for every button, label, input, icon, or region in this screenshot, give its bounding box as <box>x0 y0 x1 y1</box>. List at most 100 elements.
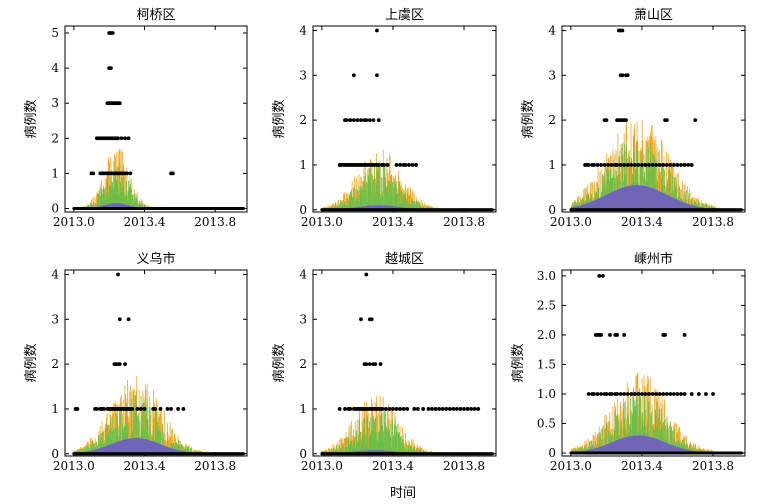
green-bar <box>372 415 374 454</box>
green-bar <box>105 193 107 209</box>
green-bar <box>392 181 393 210</box>
green-bar <box>91 203 92 209</box>
y-tick-label: 2 <box>548 113 556 127</box>
orange-bar <box>120 394 122 454</box>
orange-bar <box>677 172 679 210</box>
y-tick-label: 4 <box>51 61 59 75</box>
orange-bar <box>674 422 676 454</box>
green-bar <box>584 447 586 454</box>
orange-bar <box>346 437 347 454</box>
orange-bar <box>357 190 359 210</box>
green-bar <box>659 408 660 454</box>
orange-bar <box>195 450 197 454</box>
green-bar <box>377 443 379 454</box>
orange-bar <box>180 446 182 454</box>
green-bar <box>389 424 391 454</box>
green-bar <box>385 425 387 454</box>
green-bar <box>610 169 612 210</box>
observed-point <box>116 272 120 277</box>
observed-point <box>109 66 113 71</box>
orange-bar <box>354 421 356 454</box>
observed-point <box>602 163 607 167</box>
orange-bar <box>696 447 698 454</box>
orange-bar <box>371 161 373 210</box>
green-bar <box>405 442 407 454</box>
orange-bar <box>93 196 95 209</box>
orange-bar <box>333 444 335 454</box>
y-tick-label: 4 <box>548 23 556 37</box>
green-bar <box>351 441 352 454</box>
orange-bar <box>182 445 184 454</box>
orange-bar <box>698 447 700 454</box>
green-bar <box>667 179 669 210</box>
orange-bar <box>377 165 379 210</box>
green-bar <box>404 196 406 210</box>
green-bar <box>113 194 115 209</box>
orange-bar <box>406 444 408 454</box>
green-bar <box>623 403 624 454</box>
purple-area <box>73 438 246 454</box>
green-bar <box>129 181 131 209</box>
orange-bar <box>663 156 665 210</box>
orange-bar <box>192 449 194 454</box>
orange-bar <box>621 411 623 454</box>
orange-bar <box>391 175 393 210</box>
orange-bar <box>107 159 109 209</box>
orange-bar <box>409 444 411 454</box>
orange-bar <box>328 447 329 454</box>
green-bar <box>389 196 391 210</box>
orange-bar <box>340 437 342 454</box>
green-bar <box>382 195 383 210</box>
green-bar <box>366 446 367 454</box>
observed-point <box>643 163 648 167</box>
green-bar <box>110 186 112 209</box>
observed-point <box>679 163 683 167</box>
green-bar <box>355 200 357 210</box>
orange-bar <box>356 178 357 210</box>
green-bar <box>80 450 81 454</box>
green-bar <box>348 437 349 454</box>
x-tick-label: 2013.0 <box>301 459 343 473</box>
green-bar <box>608 174 609 210</box>
green-bar <box>577 449 579 454</box>
green-bar <box>395 438 397 454</box>
orange-bar <box>611 428 613 454</box>
green-bar <box>675 185 677 210</box>
observed-point <box>398 163 402 167</box>
green-bar <box>367 415 369 454</box>
green-bar <box>384 173 386 210</box>
orange-bar <box>143 203 144 209</box>
green-bar <box>111 181 113 209</box>
observed-point <box>181 407 186 411</box>
observed-point <box>91 171 96 176</box>
green-bar <box>423 450 425 454</box>
orange-bar <box>391 423 393 454</box>
observed-point <box>391 407 395 411</box>
observed-point <box>176 407 180 411</box>
green-bar <box>417 449 418 454</box>
observed-point <box>380 407 385 411</box>
green-bar <box>697 449 699 454</box>
green-bar <box>139 201 141 209</box>
green-bar <box>84 447 86 454</box>
green-bar <box>708 205 710 210</box>
green-bar <box>146 406 147 454</box>
green-bar <box>624 402 626 454</box>
green-bar <box>650 416 652 454</box>
y-tick-label: 4 <box>299 267 307 281</box>
green-bar <box>104 200 106 209</box>
green-bar <box>109 186 111 209</box>
green-bar <box>91 443 93 454</box>
green-bar <box>337 205 339 210</box>
green-bar <box>608 169 610 210</box>
green-bar <box>592 444 593 454</box>
green-bar <box>374 164 375 210</box>
green-bar <box>112 187 114 209</box>
orange-bar <box>712 206 713 210</box>
green-bar <box>671 426 672 454</box>
green-bar <box>359 186 361 210</box>
green-bar <box>350 442 352 454</box>
green-bar <box>378 161 380 210</box>
observed-point <box>647 163 651 167</box>
y-tick-label: 3 <box>299 312 307 326</box>
